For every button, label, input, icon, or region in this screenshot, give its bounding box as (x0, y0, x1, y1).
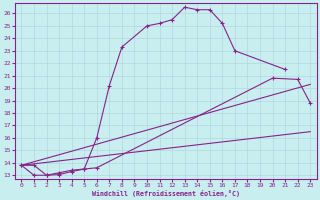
X-axis label: Windchill (Refroidissement éolien,°C): Windchill (Refroidissement éolien,°C) (92, 190, 240, 197)
